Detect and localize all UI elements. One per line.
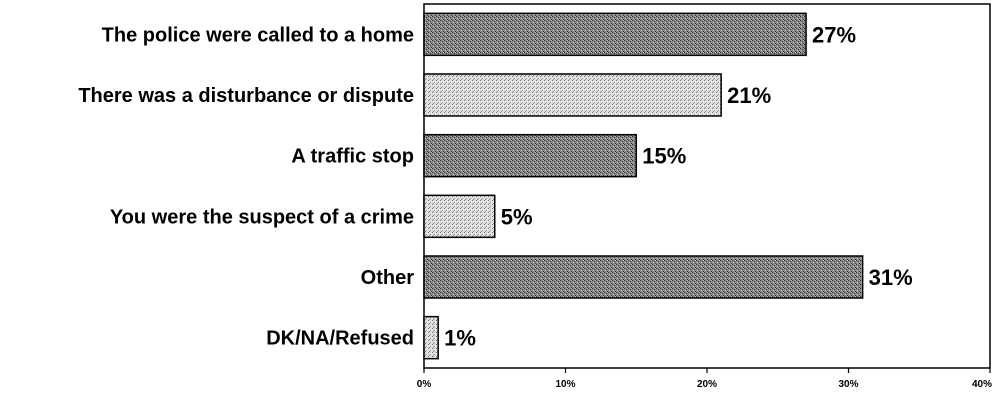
bar-4: [423, 194, 496, 239]
bar-2: [423, 73, 722, 117]
value-label-1: 27%: [812, 22, 856, 47]
bar-5: [423, 255, 864, 299]
plot-frame: [423, 3, 991, 369]
bar-3: [423, 133, 637, 178]
value-label-3: 15%: [642, 144, 686, 169]
bars-layer: The police were called to a home 27% There…: [78, 12, 913, 360]
x-tick-label-2: 10%: [555, 379, 575, 390]
x-tick-label-4: 30%: [838, 379, 858, 390]
value-label-2: 21%: [727, 83, 771, 108]
value-label-4: 5%: [501, 204, 533, 229]
bar-1: [423, 12, 807, 57]
x-axis: 0% 10% 20% 30% 40%: [417, 368, 992, 390]
category-label-6: DK/NA/Refused: [266, 328, 414, 350]
category-label-3: A traffic stop: [291, 146, 414, 168]
value-label-5: 31%: [869, 265, 913, 290]
value-label-6: 1%: [444, 326, 476, 351]
bar-6: [423, 315, 439, 360]
category-label-4: You were the suspect of a crime: [110, 206, 414, 228]
x-tick-label-5: 40%: [972, 379, 992, 390]
x-tick-label-1: 0%: [417, 379, 432, 390]
category-label-5: Other: [361, 267, 415, 289]
category-label-1: The police were called to a home: [102, 24, 414, 46]
category-label-2: There was a disturbance or dispute: [78, 85, 414, 107]
x-tick-label-3: 20%: [697, 379, 717, 390]
